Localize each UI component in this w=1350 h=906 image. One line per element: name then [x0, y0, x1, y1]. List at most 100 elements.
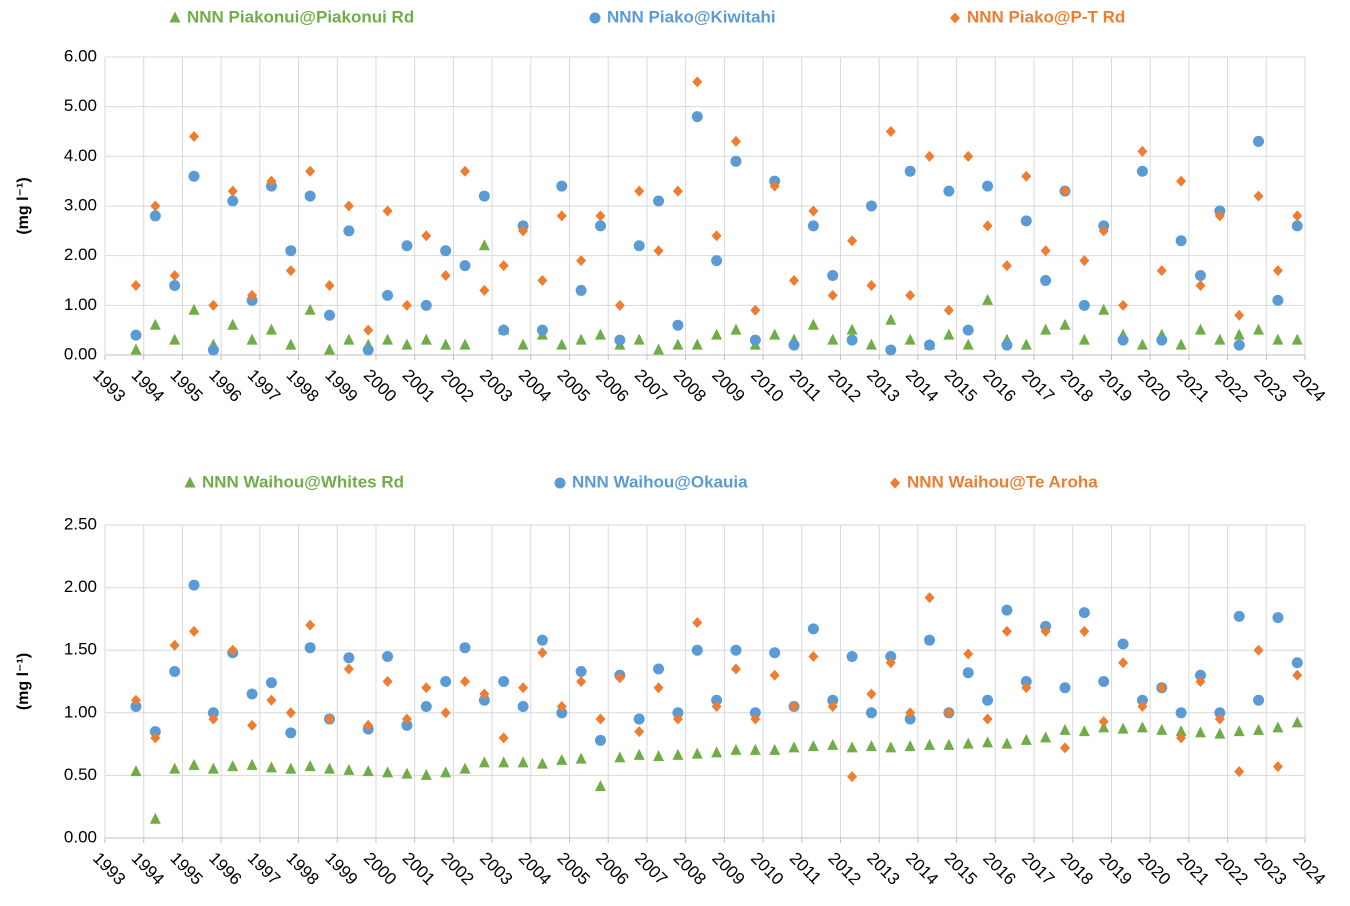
x-tick-label: 2001	[399, 849, 439, 889]
x-tick-label: 1995	[166, 366, 206, 406]
x-tick-label: 1999	[321, 849, 361, 889]
point	[130, 329, 142, 341]
x-tick-label: 2012	[824, 849, 864, 889]
point	[556, 338, 568, 350]
point	[169, 333, 181, 345]
point	[904, 713, 916, 725]
x-tick-label: 2015	[941, 849, 981, 889]
x-tick-label: 2020	[1134, 366, 1174, 406]
point	[440, 245, 452, 257]
point	[962, 324, 974, 336]
point	[246, 688, 258, 700]
point	[807, 220, 819, 232]
point	[1021, 682, 1032, 694]
point	[1272, 761, 1283, 773]
point	[1117, 722, 1129, 734]
point	[498, 756, 510, 768]
point	[575, 284, 587, 296]
point	[982, 713, 993, 725]
point	[149, 726, 161, 738]
point	[343, 333, 355, 345]
x-tick-label: 2011	[786, 366, 825, 405]
point	[769, 180, 780, 192]
point	[866, 688, 877, 700]
point	[691, 338, 703, 350]
point	[847, 235, 858, 247]
point	[150, 732, 161, 744]
point	[169, 639, 180, 651]
point	[1194, 726, 1206, 738]
point	[982, 694, 994, 706]
point	[1214, 713, 1225, 725]
point	[1194, 669, 1206, 681]
point	[1020, 733, 1032, 745]
point	[1194, 323, 1206, 335]
point	[1291, 716, 1303, 728]
point	[536, 324, 548, 336]
point	[130, 279, 141, 291]
point	[672, 185, 683, 197]
point	[943, 304, 954, 316]
point	[982, 180, 994, 192]
point	[556, 180, 568, 192]
point	[634, 726, 645, 738]
legend-marker	[589, 12, 601, 24]
point	[1098, 303, 1110, 315]
point	[556, 701, 567, 713]
point	[1020, 338, 1032, 350]
point	[730, 323, 742, 335]
point	[440, 766, 452, 778]
point	[1021, 170, 1032, 182]
point	[885, 313, 897, 325]
point	[672, 707, 684, 719]
point	[885, 126, 896, 137]
point	[207, 344, 219, 356]
point	[130, 765, 142, 777]
legend-marker	[890, 477, 900, 489]
x-tick-label: 2020	[1134, 849, 1174, 889]
point	[382, 650, 394, 662]
x-tick-label: 2002	[437, 849, 477, 889]
point	[246, 758, 258, 770]
x-tick-label: 1996	[205, 849, 245, 889]
point	[962, 737, 974, 749]
point	[1156, 265, 1167, 277]
x-tick-label: 2024	[1289, 366, 1329, 406]
point	[460, 165, 470, 177]
point	[885, 650, 897, 662]
x-tick-label: 1993	[89, 366, 129, 406]
point	[1020, 215, 1032, 227]
x-tick-label: 2006	[592, 849, 632, 889]
x-tick-label: 2000	[360, 366, 400, 406]
point	[1136, 694, 1148, 706]
point	[827, 694, 839, 706]
point	[1078, 725, 1090, 737]
point	[1060, 742, 1070, 754]
point	[769, 743, 781, 755]
point	[401, 338, 413, 350]
point	[1253, 135, 1265, 147]
point	[460, 676, 470, 687]
x-tick-label: 2010	[747, 849, 787, 889]
point	[1040, 731, 1052, 743]
point	[595, 713, 606, 725]
point	[324, 762, 336, 774]
point	[517, 756, 529, 768]
x-tick-label: 2000	[360, 849, 400, 889]
point	[1156, 682, 1167, 694]
point	[169, 665, 181, 677]
point	[517, 338, 529, 350]
x-tick-label: 2011	[786, 849, 825, 888]
point	[420, 333, 432, 345]
x-tick-label: 2018	[1057, 366, 1097, 406]
point	[382, 766, 394, 778]
x-tick-label: 2017	[1018, 366, 1058, 406]
x-tick-label: 2018	[1057, 849, 1097, 889]
x-tick-label: 2002	[437, 366, 477, 406]
y-tick-label: 0.00	[64, 344, 97, 363]
x-tick-label: 2022	[1212, 366, 1252, 406]
x-tick-label: 2009	[708, 366, 748, 406]
point	[594, 734, 606, 746]
point	[382, 676, 393, 687]
